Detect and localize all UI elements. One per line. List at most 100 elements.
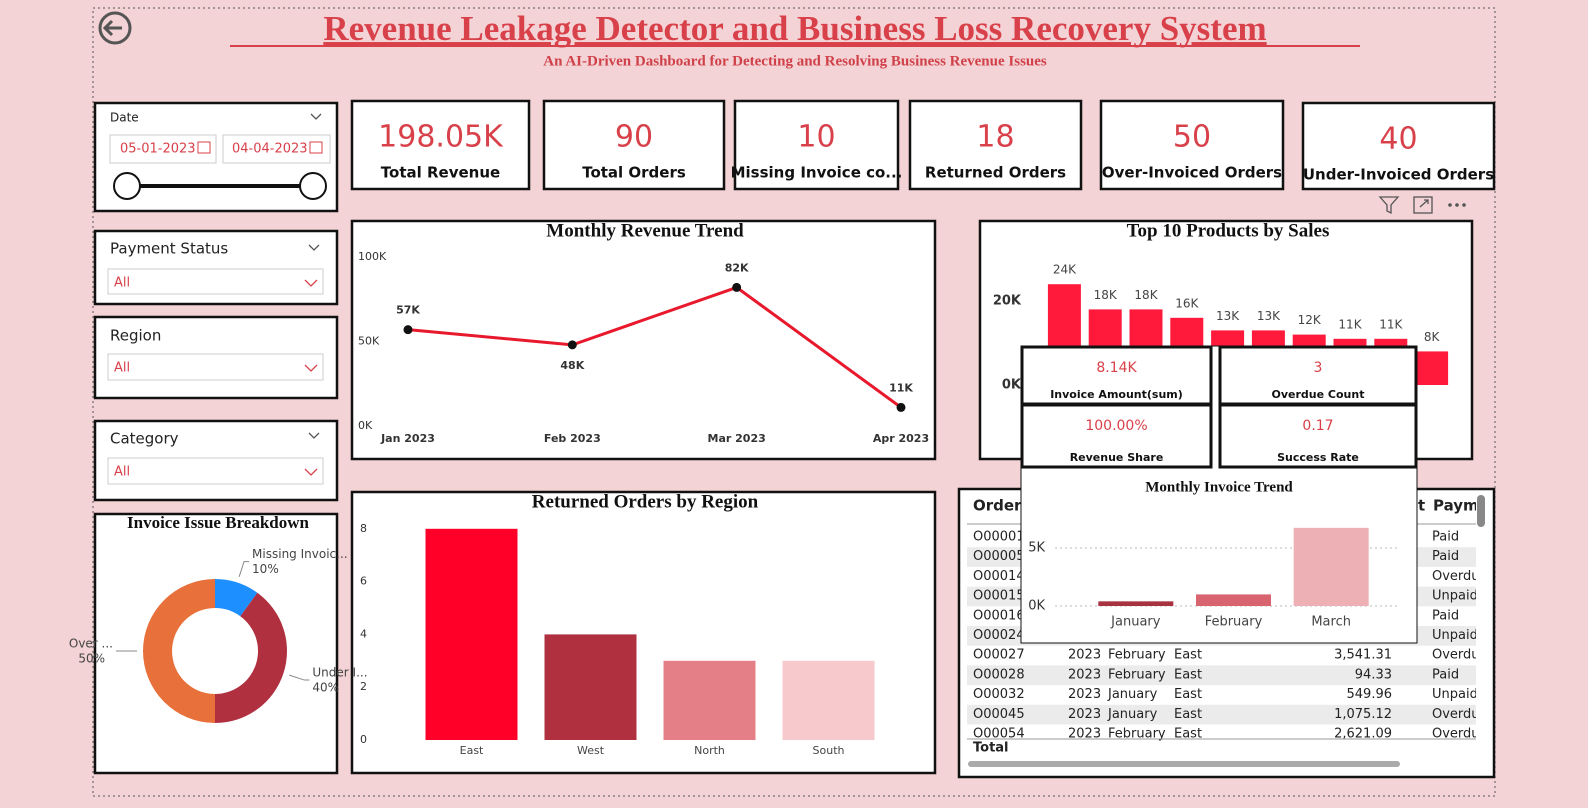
slider-handle[interactable] — [113, 172, 141, 200]
y-tick-label: 0K — [1002, 378, 1022, 393]
dropdown-value: All — [114, 276, 130, 291]
x-tick-label: North — [694, 744, 725, 757]
table-cell: O00016 — [973, 608, 1025, 623]
table-cell: O00028 — [973, 667, 1025, 682]
dropdown[interactable] — [107, 457, 324, 485]
tooltip-card — [1020, 345, 1213, 406]
table-cell: 2023 — [1068, 667, 1101, 682]
kpi-label: Total Revenue — [381, 164, 500, 182]
table-cell: O00014 — [973, 569, 1025, 584]
table-cell: 1,075.12 — [1334, 707, 1392, 722]
chart-title: Monthly Invoice Trend — [1145, 479, 1293, 495]
table-cell: Overdu — [1432, 569, 1480, 584]
tooltip: 8.14K Invoice Amount(sum) 3 Overdue Count 10… — [1020, 345, 1418, 644]
dropdown-arrow[interactable] — [304, 279, 318, 287]
slicer-label: Region — [110, 327, 161, 345]
slicer-label: Payment Status — [110, 240, 228, 258]
table-cell: O00001 — [973, 530, 1025, 545]
x-tick-label: Jan 2023 — [380, 432, 435, 445]
tooltip-value: 8.14K — [1096, 360, 1137, 376]
canvas-frame — [92, 7, 1496, 797]
line-point — [567, 340, 577, 350]
date-to: 04-04-2023 — [232, 142, 308, 157]
kpi-card — [350, 99, 531, 191]
data-label: 18K — [1094, 288, 1118, 302]
bar — [782, 660, 875, 740]
legend-label: Under I... — [312, 666, 367, 680]
leader-line — [238, 561, 250, 577]
row-stripe — [967, 665, 1476, 686]
page-subtitle: An AI-Driven Dashboard for Detecting and… — [543, 53, 1047, 69]
tooltip-card — [1020, 403, 1213, 469]
donut-slice — [215, 579, 258, 617]
table-cell: O00005 — [973, 549, 1025, 564]
focus-icon[interactable] — [1413, 196, 1433, 214]
data-label: 40% — [312, 681, 339, 695]
x-tick-label: South — [813, 744, 845, 757]
y-tick-label: 2 — [360, 680, 367, 693]
slider-handle[interactable] — [299, 172, 327, 200]
table-cell: O00015 — [973, 589, 1025, 604]
back-button[interactable] — [98, 11, 132, 45]
data-label: 11K — [1379, 317, 1403, 331]
bar — [544, 634, 637, 740]
table-cell: O00045 — [973, 707, 1025, 722]
kpi-card — [1099, 99, 1285, 191]
data-label: 82K — [725, 261, 749, 274]
chevron[interactable] — [308, 432, 320, 439]
table-cell: East — [1174, 727, 1202, 742]
bar-chart: Monthly Invoice Trend 0K 5K January February… — [1028, 479, 1400, 630]
x-tick-label: February — [1205, 615, 1263, 630]
column-header: t — [1418, 497, 1425, 515]
table-cell: O00054 — [973, 727, 1025, 742]
data-label: 48K — [560, 359, 584, 372]
table-cell: O00032 — [973, 687, 1025, 702]
v-scrollbar — [1477, 495, 1485, 527]
x-tick-label: East — [460, 744, 484, 757]
dropdown-arrow[interactable] — [304, 364, 318, 372]
y-tick-label: 100K — [358, 250, 387, 263]
donut-slice — [215, 592, 287, 723]
column-header: Order_ — [973, 497, 1029, 515]
table-cell: East — [1174, 667, 1202, 682]
slicer-label: Category — [110, 430, 179, 448]
dropdown-arrow[interactable] — [304, 468, 318, 476]
data-label: 50% — [78, 652, 105, 666]
data-label: 8K — [1424, 330, 1441, 344]
kpi-card — [733, 99, 900, 191]
table-cell: 3,541.31 — [1334, 648, 1392, 663]
bar — [1098, 601, 1174, 606]
chevron[interactable] — [308, 244, 320, 251]
tooltip-value: 0.17 — [1302, 418, 1333, 434]
table-cell: January — [1107, 707, 1158, 722]
kpi-value: 10 — [797, 120, 835, 155]
x-tick-label: March — [1311, 615, 1351, 630]
date-input[interactable] — [222, 134, 331, 164]
calendar-icon[interactable] — [197, 141, 211, 154]
leader-line — [289, 674, 310, 681]
kpi-value: 18 — [976, 120, 1014, 155]
chart-title: Monthly Revenue Trend — [546, 220, 744, 241]
bar-chart: Returned Orders by Region 0 2 4 6 8 East West No… — [360, 491, 875, 757]
table-cell: East — [1174, 707, 1202, 722]
y-tick-label: 0 — [360, 733, 367, 746]
more-icon[interactable] — [1448, 203, 1466, 207]
bar — [1415, 351, 1449, 385]
legend-label: Missing Invoic... — [252, 547, 348, 561]
table-footer: Total — [973, 741, 1009, 756]
x-tick-label: West — [577, 744, 605, 757]
table-cell: Overdu — [1432, 727, 1480, 742]
dropdown[interactable] — [107, 353, 324, 381]
filter-icon[interactable] — [1378, 196, 1400, 215]
kpi-value: 40 — [1379, 122, 1417, 157]
calendar-icon[interactable] — [309, 141, 323, 154]
kpi-label: Returned Orders — [925, 164, 1066, 182]
bar — [1293, 527, 1369, 606]
x-tick-label: Apr 2023 — [873, 432, 929, 445]
table-cell: Paid — [1432, 608, 1459, 623]
date-from: 05-01-2023 — [120, 142, 196, 157]
chevron[interactable] — [310, 113, 322, 120]
tooltip-label: Revenue Share — [1070, 451, 1164, 464]
data-label: 24K — [1053, 263, 1077, 277]
dropdown[interactable] — [107, 268, 324, 295]
